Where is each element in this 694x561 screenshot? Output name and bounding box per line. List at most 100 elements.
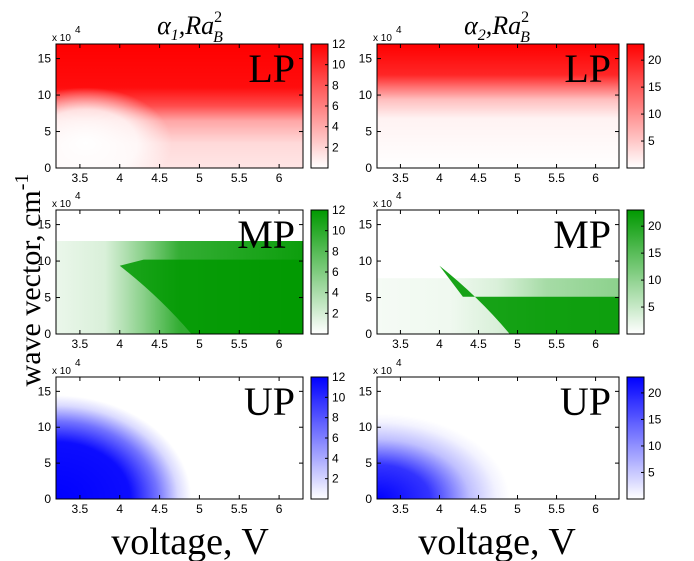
y-axis-label-exponent: -1 [11, 174, 33, 191]
x-tick-label: 6 [592, 337, 599, 351]
y-axis-label: wave vector, cm-1 [11, 174, 47, 387]
colorbar-tick-label: 6 [332, 431, 339, 445]
colorbar-tick-label: 15 [648, 80, 662, 94]
row-label-mp: MP [553, 212, 611, 257]
title-part-0: α [464, 11, 479, 40]
row-label-lp: LP [564, 46, 611, 91]
x-tick-label: 6 [592, 171, 599, 185]
x-tick-label: 5 [196, 502, 203, 516]
x-tick-label: 4.5 [470, 502, 487, 516]
row-label-up: UP [244, 379, 295, 424]
y-multiplier-label: x 10 [52, 33, 71, 44]
heatmap-lp-2 [377, 44, 619, 168]
colorbar [626, 376, 645, 500]
x-tick-label: 4 [116, 337, 123, 351]
title-part-2: ,Ra [486, 11, 521, 40]
x-tick-label: 4.5 [151, 337, 168, 351]
column-title-2: α2,Ra2 B [464, 9, 530, 46]
y-tick-label: 5 [44, 125, 51, 139]
plot-frame [376, 376, 620, 500]
colorbar-tick-label: 5 [648, 134, 655, 148]
y-tick-label: 0 [365, 492, 372, 506]
y-tick-label: 5 [365, 456, 372, 470]
y-axis-label-text: wave vector, cm [14, 190, 47, 386]
x-tick-label: 4.5 [151, 502, 168, 516]
x-tick-label: 6 [276, 502, 283, 516]
colorbar-tick-label: 2 [332, 472, 339, 486]
colorbar-tick-label: 8 [332, 411, 339, 425]
heatmap-mp-1 [56, 210, 303, 334]
y-tick-label: 0 [365, 327, 372, 341]
heatmap-mp-2 [377, 210, 619, 334]
y-tick-label: 0 [44, 492, 51, 506]
y-tick-label: 10 [38, 254, 52, 268]
y-axis-label-group: wave vector, cm-1 [11, 174, 47, 387]
colorbar-tick-label: 20 [648, 219, 662, 233]
colorbar-tick-label: 12 [332, 37, 346, 51]
row-label-up: UP [560, 379, 611, 424]
colorbar-tick-label: 10 [332, 390, 346, 404]
x-tick-label: 5.5 [548, 502, 565, 516]
x-axis-label: voltage, V [111, 521, 269, 561]
y-multiplier-exponent: 4 [396, 358, 402, 369]
colorbar-tick-label: 10 [648, 273, 662, 287]
colorbar-tick-label: 5 [648, 300, 655, 314]
y-tick-label: 15 [359, 384, 373, 398]
y-tick-label: 5 [44, 291, 51, 305]
colorbar-tick-label: 4 [332, 451, 339, 465]
x-tick-label: 4 [116, 502, 123, 516]
x-tick-label: 5.5 [548, 171, 565, 185]
title-part-4: B [520, 29, 530, 46]
colorbar-tick-label: 12 [332, 370, 346, 384]
colorbar [626, 209, 645, 335]
y-tick-label: 0 [365, 161, 372, 175]
column-title-1: α1,Ra2 B [157, 9, 223, 46]
colorbar-tick-label: 10 [332, 58, 346, 72]
title-part-1: 1 [171, 27, 179, 44]
y-tick-label: 5 [365, 125, 372, 139]
colorbar-tick-label: 2 [332, 306, 339, 320]
colorbar-tick-label: 2 [332, 140, 339, 154]
y-multiplier-label: x 10 [52, 199, 71, 210]
colorbar-tick-label: 10 [332, 224, 346, 238]
y-multiplier-exponent: 4 [396, 191, 402, 202]
y-tick-label: 0 [44, 161, 51, 175]
y-multiplier-label: x 10 [373, 199, 392, 210]
colorbar-tick-label: 8 [332, 244, 339, 258]
title-part-1: 2 [478, 27, 486, 44]
title-part-0: α [157, 11, 172, 40]
heatmap-up-1 [56, 377, 303, 499]
heatmap-solid-region [119, 259, 303, 334]
row-label-lp: LP [248, 46, 295, 91]
x-tick-label: 4 [116, 171, 123, 185]
colorbar-tick-label: 12 [332, 203, 346, 217]
row-label-mp: MP [237, 212, 295, 257]
y-tick-label: 10 [359, 254, 373, 268]
y-tick-label: 15 [38, 218, 52, 232]
x-tick-label: 5 [514, 337, 521, 351]
heatmap-low-region [56, 87, 173, 168]
y-tick-label: 15 [38, 384, 52, 398]
y-multiplier-label: x 10 [373, 366, 392, 377]
y-tick-label: 15 [359, 218, 373, 232]
title-part-2: ,Ra [179, 11, 214, 40]
plot-frame [55, 209, 304, 335]
x-tick-label: 3.5 [72, 502, 89, 516]
colorbar-tick-label: 15 [648, 246, 662, 260]
colorbar-tick-label: 6 [332, 265, 339, 279]
y-tick-label: 5 [44, 456, 51, 470]
title-part-4: B [213, 29, 223, 46]
x-tick-label: 5 [514, 502, 521, 516]
x-tick-label: 3.5 [392, 502, 409, 516]
y-tick-label: 15 [38, 52, 52, 66]
colorbar-tick-label: 10 [648, 107, 662, 121]
x-tick-label: 4 [436, 171, 443, 185]
colorbar [626, 43, 645, 169]
x-tick-label: 5 [514, 171, 521, 185]
x-tick-label: 5.5 [231, 171, 248, 185]
heatmap-field [377, 44, 619, 168]
x-tick-label: 5 [196, 337, 203, 351]
y-multiplier-exponent: 4 [75, 25, 81, 36]
colorbar-tick-label: 8 [332, 78, 339, 92]
